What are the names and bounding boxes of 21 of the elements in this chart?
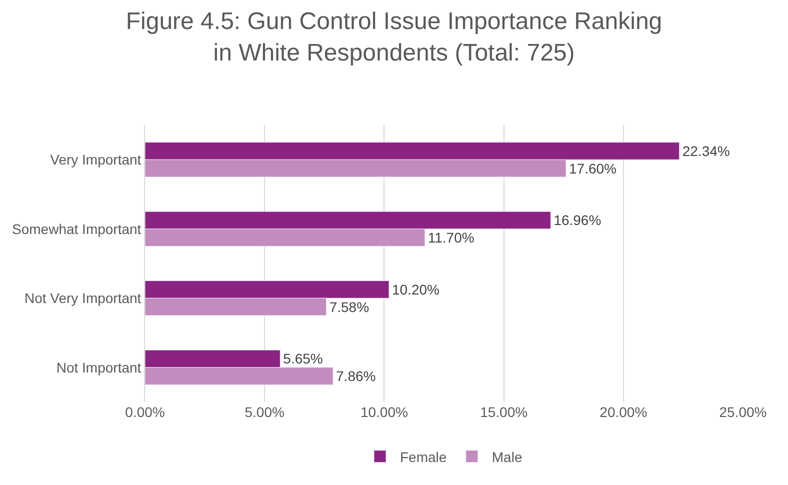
data-label: 22.34%	[682, 142, 730, 159]
x-tick-label: 0.00%	[125, 404, 165, 420]
chart-title: Figure 4.5: Gun Control Issue Importance Ranking in White Respondents (Total: 725)	[126, 8, 662, 66]
data-label: 17.60%	[568, 160, 616, 176]
x-tick-label: 10.00%	[360, 404, 408, 420]
data-label: 10.20%	[392, 281, 440, 298]
x-tick-label: 15.00%	[480, 404, 528, 420]
y-tick-label: Somewhat Important	[12, 220, 142, 237]
x-tick-label: 25.00%	[719, 404, 767, 420]
data-label: 5.65%	[283, 350, 323, 367]
legend-label: Female	[400, 448, 447, 465]
y-tick-label: Very Important	[50, 152, 142, 168]
x-tick-label: 20.00%	[600, 404, 648, 420]
legend-label: Male	[492, 448, 522, 465]
y-tick-label: Not Very Important	[24, 290, 142, 306]
data-label: 7.86%	[336, 368, 376, 384]
data-label: 16.96%	[554, 212, 602, 228]
data-label: 11.70%	[428, 230, 474, 246]
data-label: 7.58%	[329, 298, 370, 315]
x-tick-label: 5.00%	[244, 404, 284, 420]
y-tick-label: Not Important	[56, 359, 142, 376]
